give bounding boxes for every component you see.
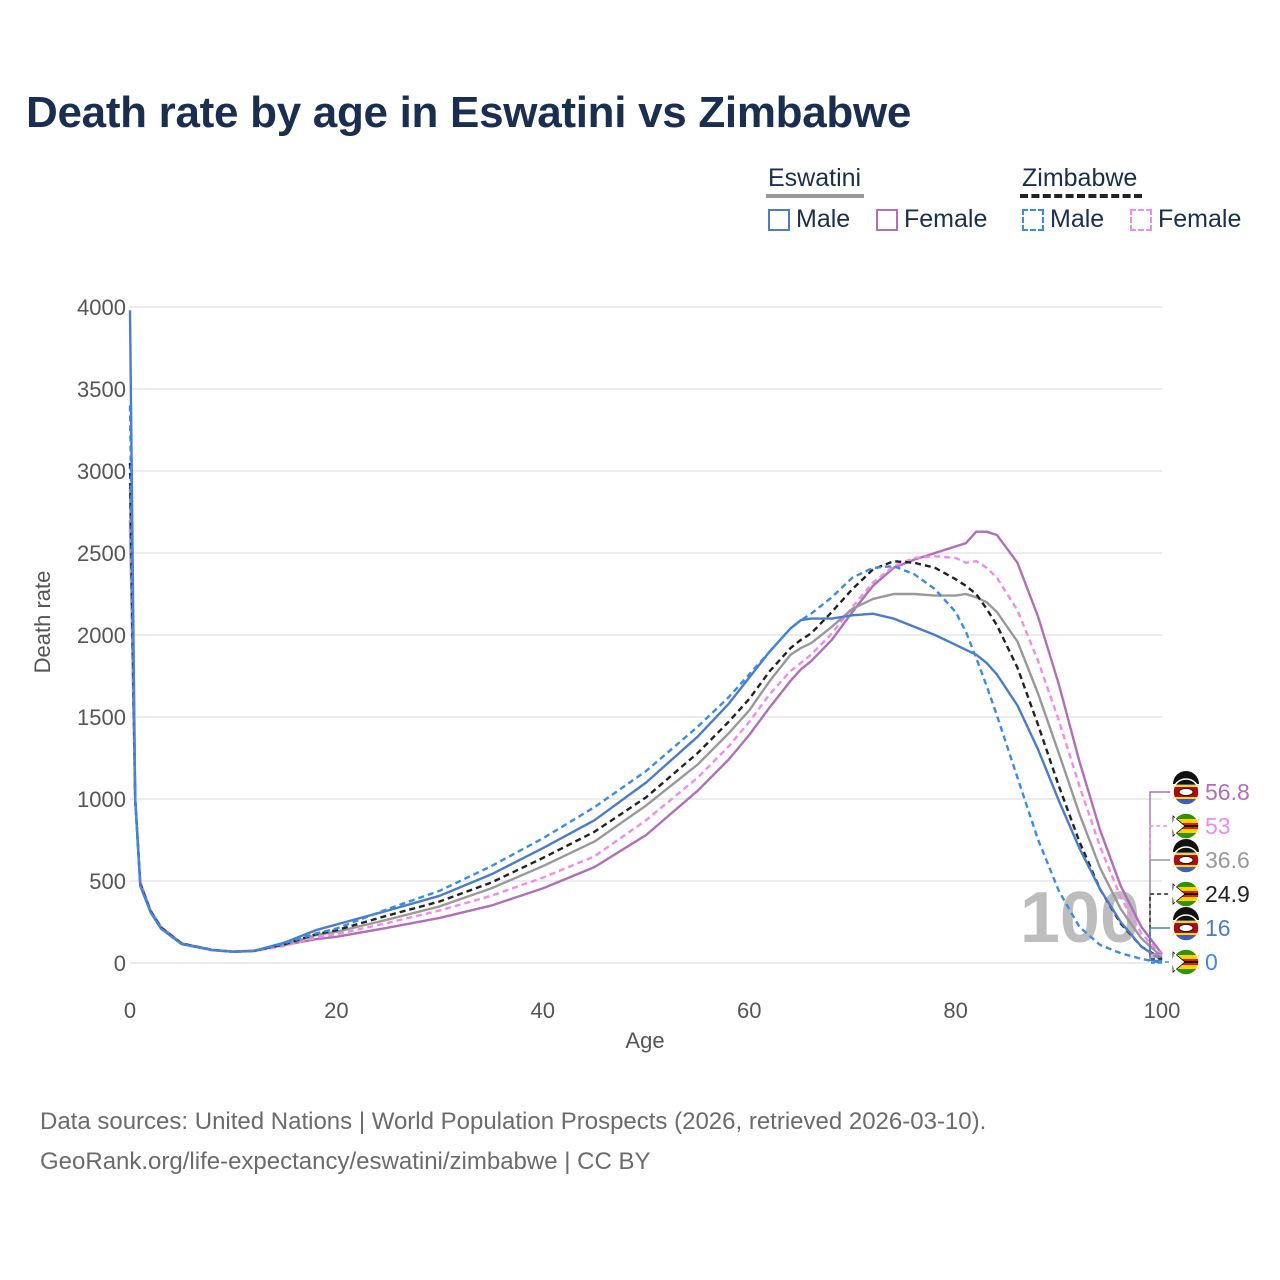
legend-item-eswatini-female[interactable]: Female (876, 205, 987, 234)
flag-yellow-2 (1173, 829, 1199, 833)
y-tick-label-500: 500 (89, 869, 126, 894)
eswatini-flag-icon (1172, 839, 1200, 874)
flag-ring (1172, 846, 1200, 874)
flag-yellow-1 (1173, 955, 1199, 959)
flag-shield (1178, 924, 1194, 932)
flag-black (1173, 961, 1199, 963)
y-tick-label-4000: 4000 (77, 295, 126, 320)
legend-item-zimbabwe-female[interactable]: Female (1130, 205, 1241, 234)
legend-item-eswatini-male[interactable]: Male (768, 205, 850, 234)
x-axis-ticks: 0 20 40 60 80 100 (124, 998, 1180, 1023)
series-line-0 (128, 520, 1163, 955)
y-axis-label: Death rate (30, 571, 55, 674)
series-line-4 (128, 310, 1163, 962)
flag-black (1173, 893, 1199, 895)
end-label-3: 24.9 (1205, 881, 1250, 907)
eswatini-flag-icon (1172, 907, 1200, 942)
flag-black (1173, 825, 1199, 827)
series-line-1 (128, 528, 1163, 956)
legend-label-zimbabwe-male: Male (1050, 205, 1105, 233)
end-connector-2 (1149, 859, 1170, 958)
y-tick-label-1500: 1500 (77, 705, 126, 730)
eswatini-flag-icon (1172, 771, 1200, 806)
end-connector-1 (1149, 825, 1170, 956)
x-tick-label-0: 0 (124, 998, 136, 1023)
flag-shield (1178, 788, 1194, 796)
zimbabwe-flag-icon (1172, 880, 1200, 908)
series-line-5 (128, 405, 1163, 965)
y-tick-label-2000: 2000 (77, 623, 126, 648)
legend-label-eswatini-male: Male (796, 205, 851, 233)
flag-yellow-1 (1173, 819, 1199, 823)
y-tick-label-0: 0 (114, 951, 126, 976)
x-tick-label-20: 20 (324, 998, 348, 1023)
flag-ring (1172, 914, 1200, 942)
x-tick-label-80: 80 (943, 998, 967, 1023)
flag-ring (1172, 948, 1200, 976)
y-tick-label-3000: 3000 (77, 459, 126, 484)
footer-sources: Data sources: United Nations | World Pop… (40, 1108, 987, 1135)
end-connector-4 (1149, 927, 1170, 962)
x-tick-label-100: 100 (1144, 998, 1181, 1023)
series-line-2 (128, 487, 1163, 958)
flag-shield (1178, 856, 1194, 864)
end-label-5: 0 (1205, 949, 1218, 975)
zimbabwe-flag-icon (1172, 948, 1200, 976)
chart-title: Death rate by age in Eswatini vs Zimbabw… (26, 88, 912, 137)
end-connector-0 (1149, 791, 1170, 955)
end-connector-3 (1149, 893, 1170, 960)
end-label-1: 53 (1205, 813, 1231, 839)
y-tick-label-2500: 2500 (77, 541, 126, 566)
flag-yellow-2 (1173, 897, 1199, 901)
y-tick-label-3500: 3500 (77, 377, 126, 402)
grid (130, 306, 1162, 964)
legend-line-eswatini (766, 194, 864, 198)
end-connector-5 (1149, 961, 1170, 964)
footer-credit[interactable]: GeoRank.org/life-expectancy/eswatini/zim… (40, 1148, 651, 1175)
x-tick-label-40: 40 (531, 998, 555, 1023)
legend-label-zimbabwe-female: Female (1158, 205, 1242, 233)
year-watermark: 100 (1020, 878, 1140, 958)
legend-group-zimbabwe: Zimbabwe (1022, 164, 1138, 192)
end-label-2: 36.6 (1205, 847, 1250, 873)
series-lines (128, 310, 1163, 965)
end-label-4: 16 (1205, 915, 1231, 941)
y-tick-label-1000: 1000 (77, 787, 126, 812)
end-label-0: 56.8 (1205, 779, 1250, 805)
x-axis-label: Age (625, 1028, 664, 1053)
legend-swatch-zimbabwe-male (1022, 208, 1044, 231)
series-line-3 (128, 462, 1163, 960)
zimbabwe-flag-icon (1172, 812, 1200, 840)
legend-group-eswatini: Eswatini (768, 164, 862, 192)
flag-yellow-1 (1173, 887, 1199, 891)
end-labels: 56.8 53 36.6 24.9 16 0 (1149, 771, 1250, 976)
y-axis-ticks: 0 500 1000 1500 2000 2500 3000 3500 4000 (77, 295, 126, 976)
legend-item-zimbabwe-male[interactable]: Male (1022, 205, 1104, 234)
legend-swatch-zimbabwe-female (1130, 208, 1152, 231)
flag-ring (1172, 778, 1200, 806)
legend-swatch-eswatini-female (876, 208, 898, 231)
legend-label-eswatini-female: Female (904, 205, 988, 233)
x-tick-label-60: 60 (737, 998, 761, 1023)
legend-swatch-eswatini-male (768, 208, 790, 231)
flag-yellow-2 (1173, 965, 1199, 969)
legend-line-zimbabwe (1020, 194, 1142, 198)
